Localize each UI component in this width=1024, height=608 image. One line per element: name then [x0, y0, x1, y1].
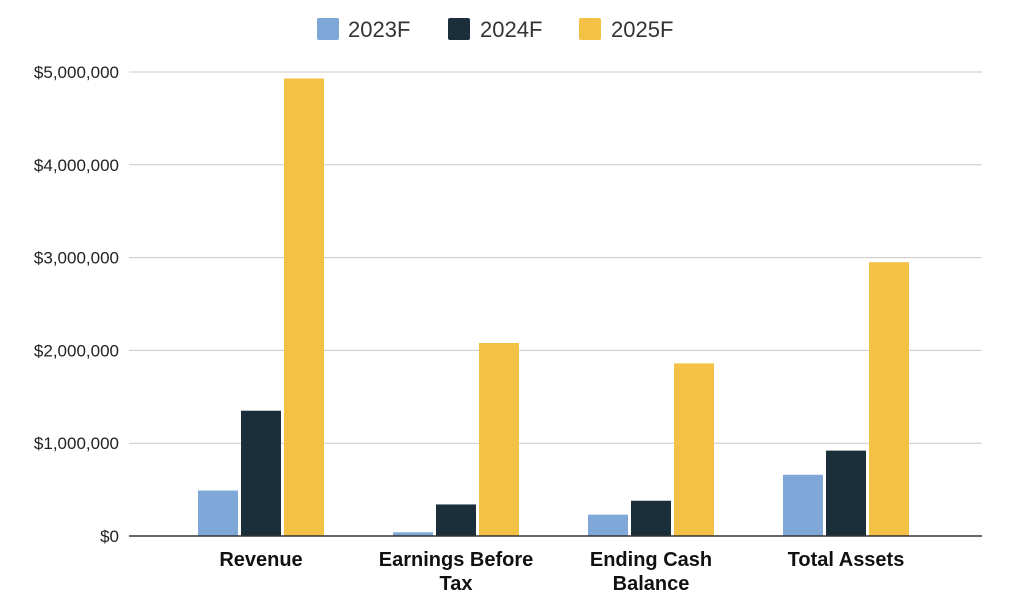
bar-total-assets-2025f[interactable]: 2025F: 2950000	[869, 262, 909, 536]
bar-ending-cash-balance-2023f[interactable]: 2023F: 230000	[588, 514, 628, 536]
category-labels: Revenue Earnings Before Tax Ending Cash Bala…	[219, 549, 904, 595]
legend-label: 2025F	[611, 17, 673, 42]
y-tick-label: $3,000,000	[34, 249, 119, 268]
bar-revenue-2024f[interactable]: 2024F: 1350000	[241, 410, 281, 536]
y-tick-label: $4,000,000	[34, 156, 119, 175]
bar-ending-cash-balance-2025f[interactable]: 2025F: 1860000	[674, 363, 714, 536]
y-tick-label: $0	[100, 527, 119, 546]
x-category-label: Earnings Before Tax	[379, 549, 533, 595]
legend-item-2025f[interactable]: 2025F	[579, 17, 673, 42]
x-category-label: Revenue	[219, 549, 302, 571]
bar-earnings-before-tax-2025f[interactable]: 2025F: 2080000	[479, 342, 519, 536]
bar-ending-cash-balance-2024f[interactable]: 2024F: 380000	[631, 500, 671, 536]
bar-earnings-before-tax-2023f[interactable]: 2023F: 40000	[393, 532, 433, 536]
y-tick-label: $5,000,000	[34, 63, 119, 82]
y-tick-label: $1,000,000	[34, 434, 119, 453]
bars: 2023F: 4900002024F: 13500002025F: 493000…	[198, 78, 909, 536]
legend-label: 2023F	[348, 17, 410, 42]
legend-swatch	[579, 18, 601, 40]
bar-earnings-before-tax-2024f[interactable]: 2024F: 340000	[436, 504, 476, 536]
x-category-label: Ending Cash Balance	[590, 549, 712, 595]
legend-swatch	[317, 18, 339, 40]
x-category-label: Total Assets	[788, 549, 905, 571]
bar-revenue-2025f[interactable]: 2025F: 4930000	[284, 78, 324, 536]
bar-total-assets-2023f[interactable]: 2023F: 660000	[783, 474, 823, 536]
y-tick-label: $2,000,000	[34, 341, 119, 360]
y-axis-ticks: $0 $1,000,000 $2,000,000 $3,000,000 $4,000,0…	[34, 63, 119, 546]
legend-swatch	[448, 18, 470, 40]
gridlines	[129, 71, 982, 444]
legend-item-2023f[interactable]: 2023F	[317, 17, 410, 42]
legend-label: 2024F	[480, 17, 542, 42]
legend[interactable]: 2023F 2024F 2025F	[317, 17, 673, 42]
bar-revenue-2023f[interactable]: 2023F: 490000	[198, 490, 238, 536]
legend-item-2024f[interactable]: 2024F	[448, 17, 542, 42]
bar-total-assets-2024f[interactable]: 2024F: 920000	[826, 450, 866, 536]
